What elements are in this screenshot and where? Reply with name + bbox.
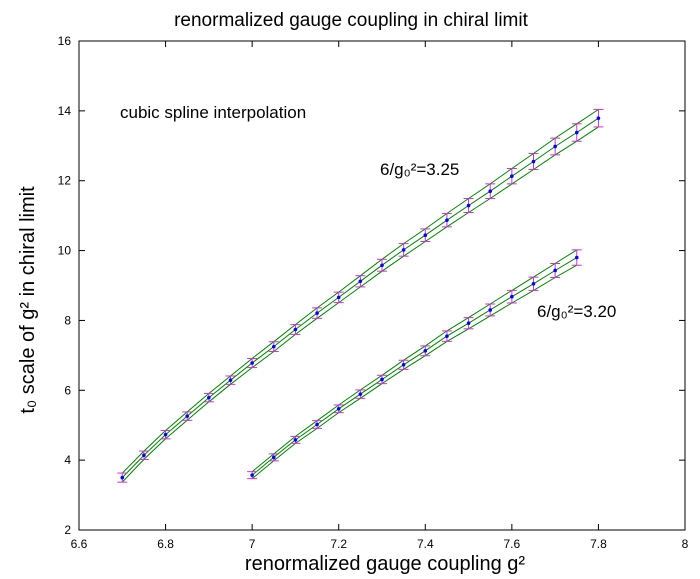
y-axis-label: t₀ scale of g² in chiral limit <box>17 186 39 414</box>
data-point <box>336 406 341 411</box>
data-point <box>250 473 254 477</box>
data-point <box>466 321 471 326</box>
data-point <box>228 378 233 382</box>
data-point <box>510 174 514 178</box>
data-point <box>315 311 319 315</box>
x-tick-label: 7.4 <box>417 537 434 551</box>
chart-title: renormalized gauge coupling in chiral li… <box>174 10 529 31</box>
y-tick-label: 10 <box>58 244 72 258</box>
data-point <box>163 432 168 437</box>
curve-central <box>251 257 578 476</box>
data-point <box>336 295 341 300</box>
series-label-320: 6/g₀²=3.20 <box>537 302 616 321</box>
y-tick-label: 4 <box>64 453 71 467</box>
series-label_320 <box>247 249 582 480</box>
x-tick-label: 7.8 <box>590 537 607 551</box>
data-point <box>315 422 319 427</box>
plot-frame <box>78 40 686 531</box>
y-tick-label: 6 <box>64 383 71 397</box>
data-point <box>380 377 384 382</box>
x-tick-label: 7 <box>249 537 256 551</box>
x-tick-label: 7.2 <box>330 537 347 551</box>
data-point <box>358 392 363 396</box>
data-point <box>488 189 493 193</box>
data-point <box>271 455 276 460</box>
data-point <box>574 255 579 260</box>
data-point <box>293 438 298 442</box>
data-point <box>120 475 125 480</box>
y-tick-label: 2 <box>64 523 71 537</box>
data-point <box>596 116 601 120</box>
data-point <box>423 233 428 238</box>
curve-lower <box>251 264 578 480</box>
data-point <box>293 327 298 332</box>
data-point <box>553 144 557 149</box>
series-label-325: 6/g₀²=3.25 <box>380 160 459 179</box>
data-point <box>531 159 536 164</box>
y-tick-label: 12 <box>58 174 72 188</box>
data-point <box>466 203 471 208</box>
method-annotation: cubic spline interpolation <box>120 103 306 122</box>
data-point <box>358 279 363 284</box>
plot-data <box>117 108 604 483</box>
data-point <box>271 344 276 349</box>
x-tick-label: 6.6 <box>71 537 88 551</box>
data-point <box>401 362 406 367</box>
data-point <box>142 453 146 458</box>
data-point <box>445 218 449 222</box>
data-point <box>510 294 514 299</box>
series-label_325 <box>117 108 604 483</box>
data-point <box>207 395 211 400</box>
x-tick-label: 8 <box>682 537 689 551</box>
data-point <box>380 263 384 268</box>
data-point <box>250 361 254 365</box>
x-tick-label: 6.8 <box>157 537 174 551</box>
x-tick-label: 7.6 <box>504 537 521 551</box>
data-point <box>445 334 449 338</box>
curve-upper <box>251 249 578 473</box>
y-tick-label: 14 <box>58 104 72 118</box>
data-point <box>553 268 557 273</box>
data-point <box>531 281 536 286</box>
y-tick-label: 16 <box>58 34 72 48</box>
axes: 6.6 6.8 7 7.2 7.4 7.6 7.8 8 2 4 6 8 10 12 14 16 <box>58 34 689 551</box>
data-point <box>488 308 493 312</box>
x-axis-label: renormalized gauge coupling g² <box>245 553 526 575</box>
data-point <box>423 349 428 353</box>
data-point <box>401 248 406 252</box>
data-point <box>185 414 190 418</box>
y-tick-label: 8 <box>64 313 71 327</box>
data-point <box>574 130 579 135</box>
